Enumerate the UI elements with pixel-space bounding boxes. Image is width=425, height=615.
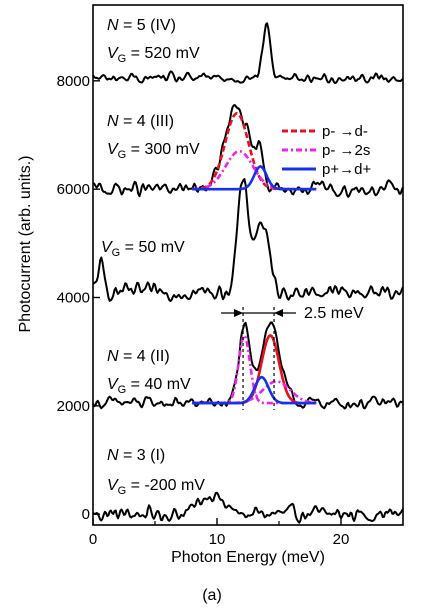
width-arrow-head-left bbox=[234, 309, 244, 317]
plot-frame bbox=[92, 4, 404, 526]
trace-N4II bbox=[92, 321, 404, 410]
trace-label-N4II-vg: VG = 40 mV bbox=[107, 376, 191, 396]
legend: p- →d-p- →2s p+→d+ bbox=[282, 123, 371, 178]
width-arrow-head-right bbox=[274, 309, 284, 317]
fit-component-N4III-2 bbox=[192, 164, 317, 191]
x-tick-label: 0 bbox=[89, 531, 97, 548]
trace-label-V50-vg: VG = 50 mV bbox=[101, 239, 185, 259]
legend-label-0: p- →d- bbox=[322, 123, 368, 140]
y-axis-label: Photocurrent (arb. units.) bbox=[17, 156, 34, 333]
trace-label-N4III-n: N = 4 (III) bbox=[107, 113, 174, 130]
x-tick-label: 10 bbox=[209, 531, 226, 548]
y-tick-label: 0 bbox=[82, 506, 90, 523]
fit-component-N4III-0 bbox=[192, 111, 317, 191]
fit-component-N4III-1 bbox=[192, 149, 317, 191]
width-annotation-text: 2.5 meV bbox=[304, 305, 364, 322]
annotation: 2.5 meV bbox=[221, 305, 364, 410]
x-tick-label: 20 bbox=[333, 531, 350, 548]
fit-components bbox=[192, 111, 317, 405]
trace-labels: N = 3 (I) VG = -200 mV N = 4 (II) VG = 40 m… bbox=[101, 17, 205, 497]
y-tick-label: 2000 bbox=[57, 398, 90, 415]
trace-V50 bbox=[92, 178, 404, 302]
y-tick-label: 6000 bbox=[57, 181, 90, 198]
y-tick-label: 8000 bbox=[57, 73, 90, 90]
panel-label: (a) bbox=[202, 587, 222, 604]
fit-component-N4II-1 bbox=[192, 333, 317, 405]
x-axis-label: Photon Energy (meV) bbox=[171, 549, 325, 566]
fit-component-N4II-3 bbox=[192, 375, 317, 405]
trace-N3 bbox=[92, 491, 404, 524]
trace-label-N5-n: N = 5 (IV) bbox=[107, 17, 176, 34]
legend-label-2: p+→d+ bbox=[322, 161, 371, 178]
trace-label-N3-n: N = 3 (I) bbox=[107, 447, 165, 464]
trace-label-N4III-vg: VG = 300 mV bbox=[107, 141, 200, 161]
trace-label-N3-vg: VG = -200 mV bbox=[107, 477, 205, 497]
trace-N4III bbox=[92, 104, 404, 198]
axis-ticks: 0 10 20 0 2000 4000 6000 8000 bbox=[57, 73, 350, 548]
trace-label-N5-vg: VG = 520 mV bbox=[107, 45, 200, 65]
traces bbox=[92, 22, 404, 524]
trace-label-N4II-n: N = 4 (II) bbox=[107, 348, 170, 365]
y-tick-label: 4000 bbox=[57, 290, 90, 307]
trace-N5 bbox=[92, 22, 404, 85]
fit-component-N4II-2 bbox=[192, 380, 317, 405]
legend-label-1: p- →2s bbox=[322, 142, 370, 159]
